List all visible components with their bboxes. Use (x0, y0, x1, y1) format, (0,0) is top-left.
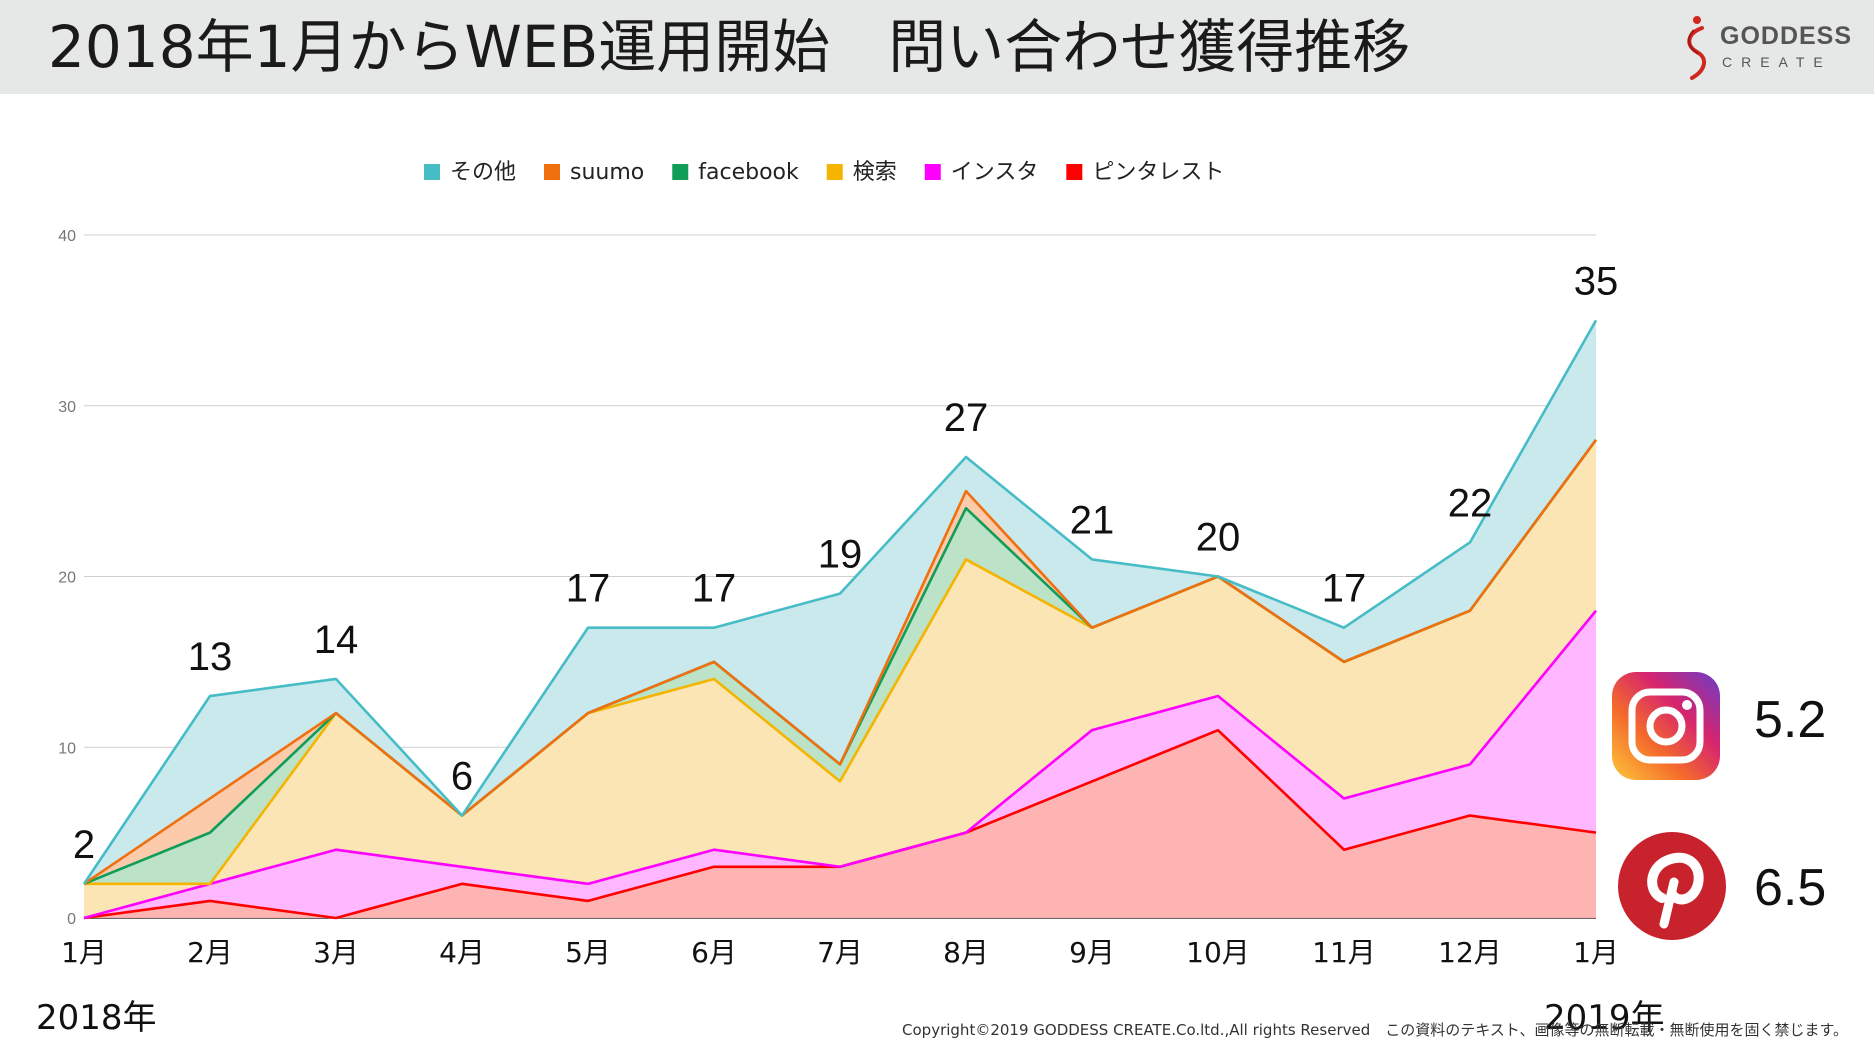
x-tick-label: 4月 (439, 936, 485, 969)
total-label: 2 (73, 823, 95, 867)
legend-label: 検索 (853, 160, 897, 185)
x-tick-label: 8月 (943, 936, 989, 969)
legend-swatch (826, 164, 843, 180)
area-検索 (84, 439, 1596, 918)
line-その他 (82, 319, 1598, 885)
area-インスタ (84, 610, 1596, 918)
y-tick-label-40: 40 (58, 228, 76, 245)
legend-swatch (672, 164, 689, 180)
total-label: 21 (1070, 498, 1115, 542)
instagram-value: 5.2 (1754, 691, 1827, 749)
x-tick-label: 9月 (1069, 936, 1115, 969)
x-tick-label: 11月 (1312, 936, 1376, 969)
y-tick-label-30: 30 (58, 399, 76, 416)
legend-label: facebook (698, 160, 799, 185)
line-インスタ (83, 609, 1598, 920)
legend-label: その他 (450, 160, 516, 185)
header-bar: 2018年1月からWEB運用開始 問い合わせ獲得推移 GODDESS CREAT… (0, 0, 1874, 94)
logo-text-sub: CREATE (1722, 54, 1832, 70)
instagram-icon (1612, 672, 1720, 780)
total-label: 22 (1448, 481, 1493, 525)
total-label: 14 (314, 618, 359, 662)
legend-swatch (544, 164, 561, 180)
copyright-text: Copyright©2019 GODDESS CREATE.Co.ltd.,Al… (902, 1021, 1848, 1039)
legend-label: ピンタレスト (1092, 160, 1224, 185)
chart-legend: その他 suumo facebook 検索 インスタ ピンタレスト (424, 160, 1224, 185)
total-label: 17 (566, 567, 611, 611)
logo-text-main: GODDESS (1720, 22, 1853, 50)
y-tick-label-10: 10 (58, 740, 76, 757)
x-tick-label: 10月 (1186, 936, 1250, 969)
company-logo: GODDESS CREATE (1680, 10, 1870, 84)
legend-swatch (924, 164, 941, 180)
x-tick-label: 6月 (691, 936, 737, 969)
x-tick-label: 1月 (61, 936, 107, 969)
total-label: 13 (188, 635, 233, 679)
legend-swatch (1066, 164, 1083, 180)
year-start-label: 2018年 (36, 998, 157, 1038)
total-label: 27 (944, 396, 989, 440)
total-labels: 2 13 14 6 17 17 19 27 21 20 17 22 35 (73, 259, 1618, 866)
line-suumo (83, 439, 1598, 885)
chart-areas (84, 320, 1596, 918)
area-facebook (84, 439, 1596, 884)
total-label: 20 (1196, 516, 1241, 560)
total-label: 35 (1574, 259, 1619, 303)
inquiry-area-chart: その他 suumo facebook 検索 インスタ ピンタレスト 0 10 20 30 40 1… (58, 160, 1619, 969)
total-label: 6 (451, 755, 473, 799)
year-end-label: 2019年 (1544, 998, 1665, 1038)
pinterest-value: 6.5 (1754, 859, 1827, 917)
page-title: 2018年1月からWEB運用開始 問い合わせ獲得推移 (48, 13, 1411, 81)
x-tick-label: 5月 (565, 936, 611, 969)
area-ピンタレスト (84, 730, 1596, 918)
legend-label: suumo (570, 160, 644, 185)
goddess-logo-icon (1687, 16, 1706, 80)
x-tick-label: 2月 (187, 936, 233, 969)
x-tick-label: 1月 (1573, 936, 1619, 969)
total-label: 19 (818, 533, 863, 577)
area-その他 (84, 320, 1596, 884)
y-tick-label-20: 20 (58, 570, 76, 587)
pinterest-icon (1618, 832, 1726, 940)
legend-label: インスタ (951, 160, 1039, 185)
total-label: 17 (1322, 567, 1367, 611)
x-axis-labels: 1月 2月 3月 4月 5月 6月 7月 8月 9月 10月 11月 12月 1月 (61, 936, 1619, 969)
y-tick-label-0: 0 (67, 911, 76, 928)
x-tick-label: 7月 (817, 936, 863, 969)
chart-lines (82, 319, 1598, 920)
x-tick-label: 12月 (1438, 936, 1502, 969)
total-label: 17 (692, 567, 737, 611)
legend-swatch (424, 164, 440, 180)
x-tick-label: 3月 (313, 936, 359, 969)
